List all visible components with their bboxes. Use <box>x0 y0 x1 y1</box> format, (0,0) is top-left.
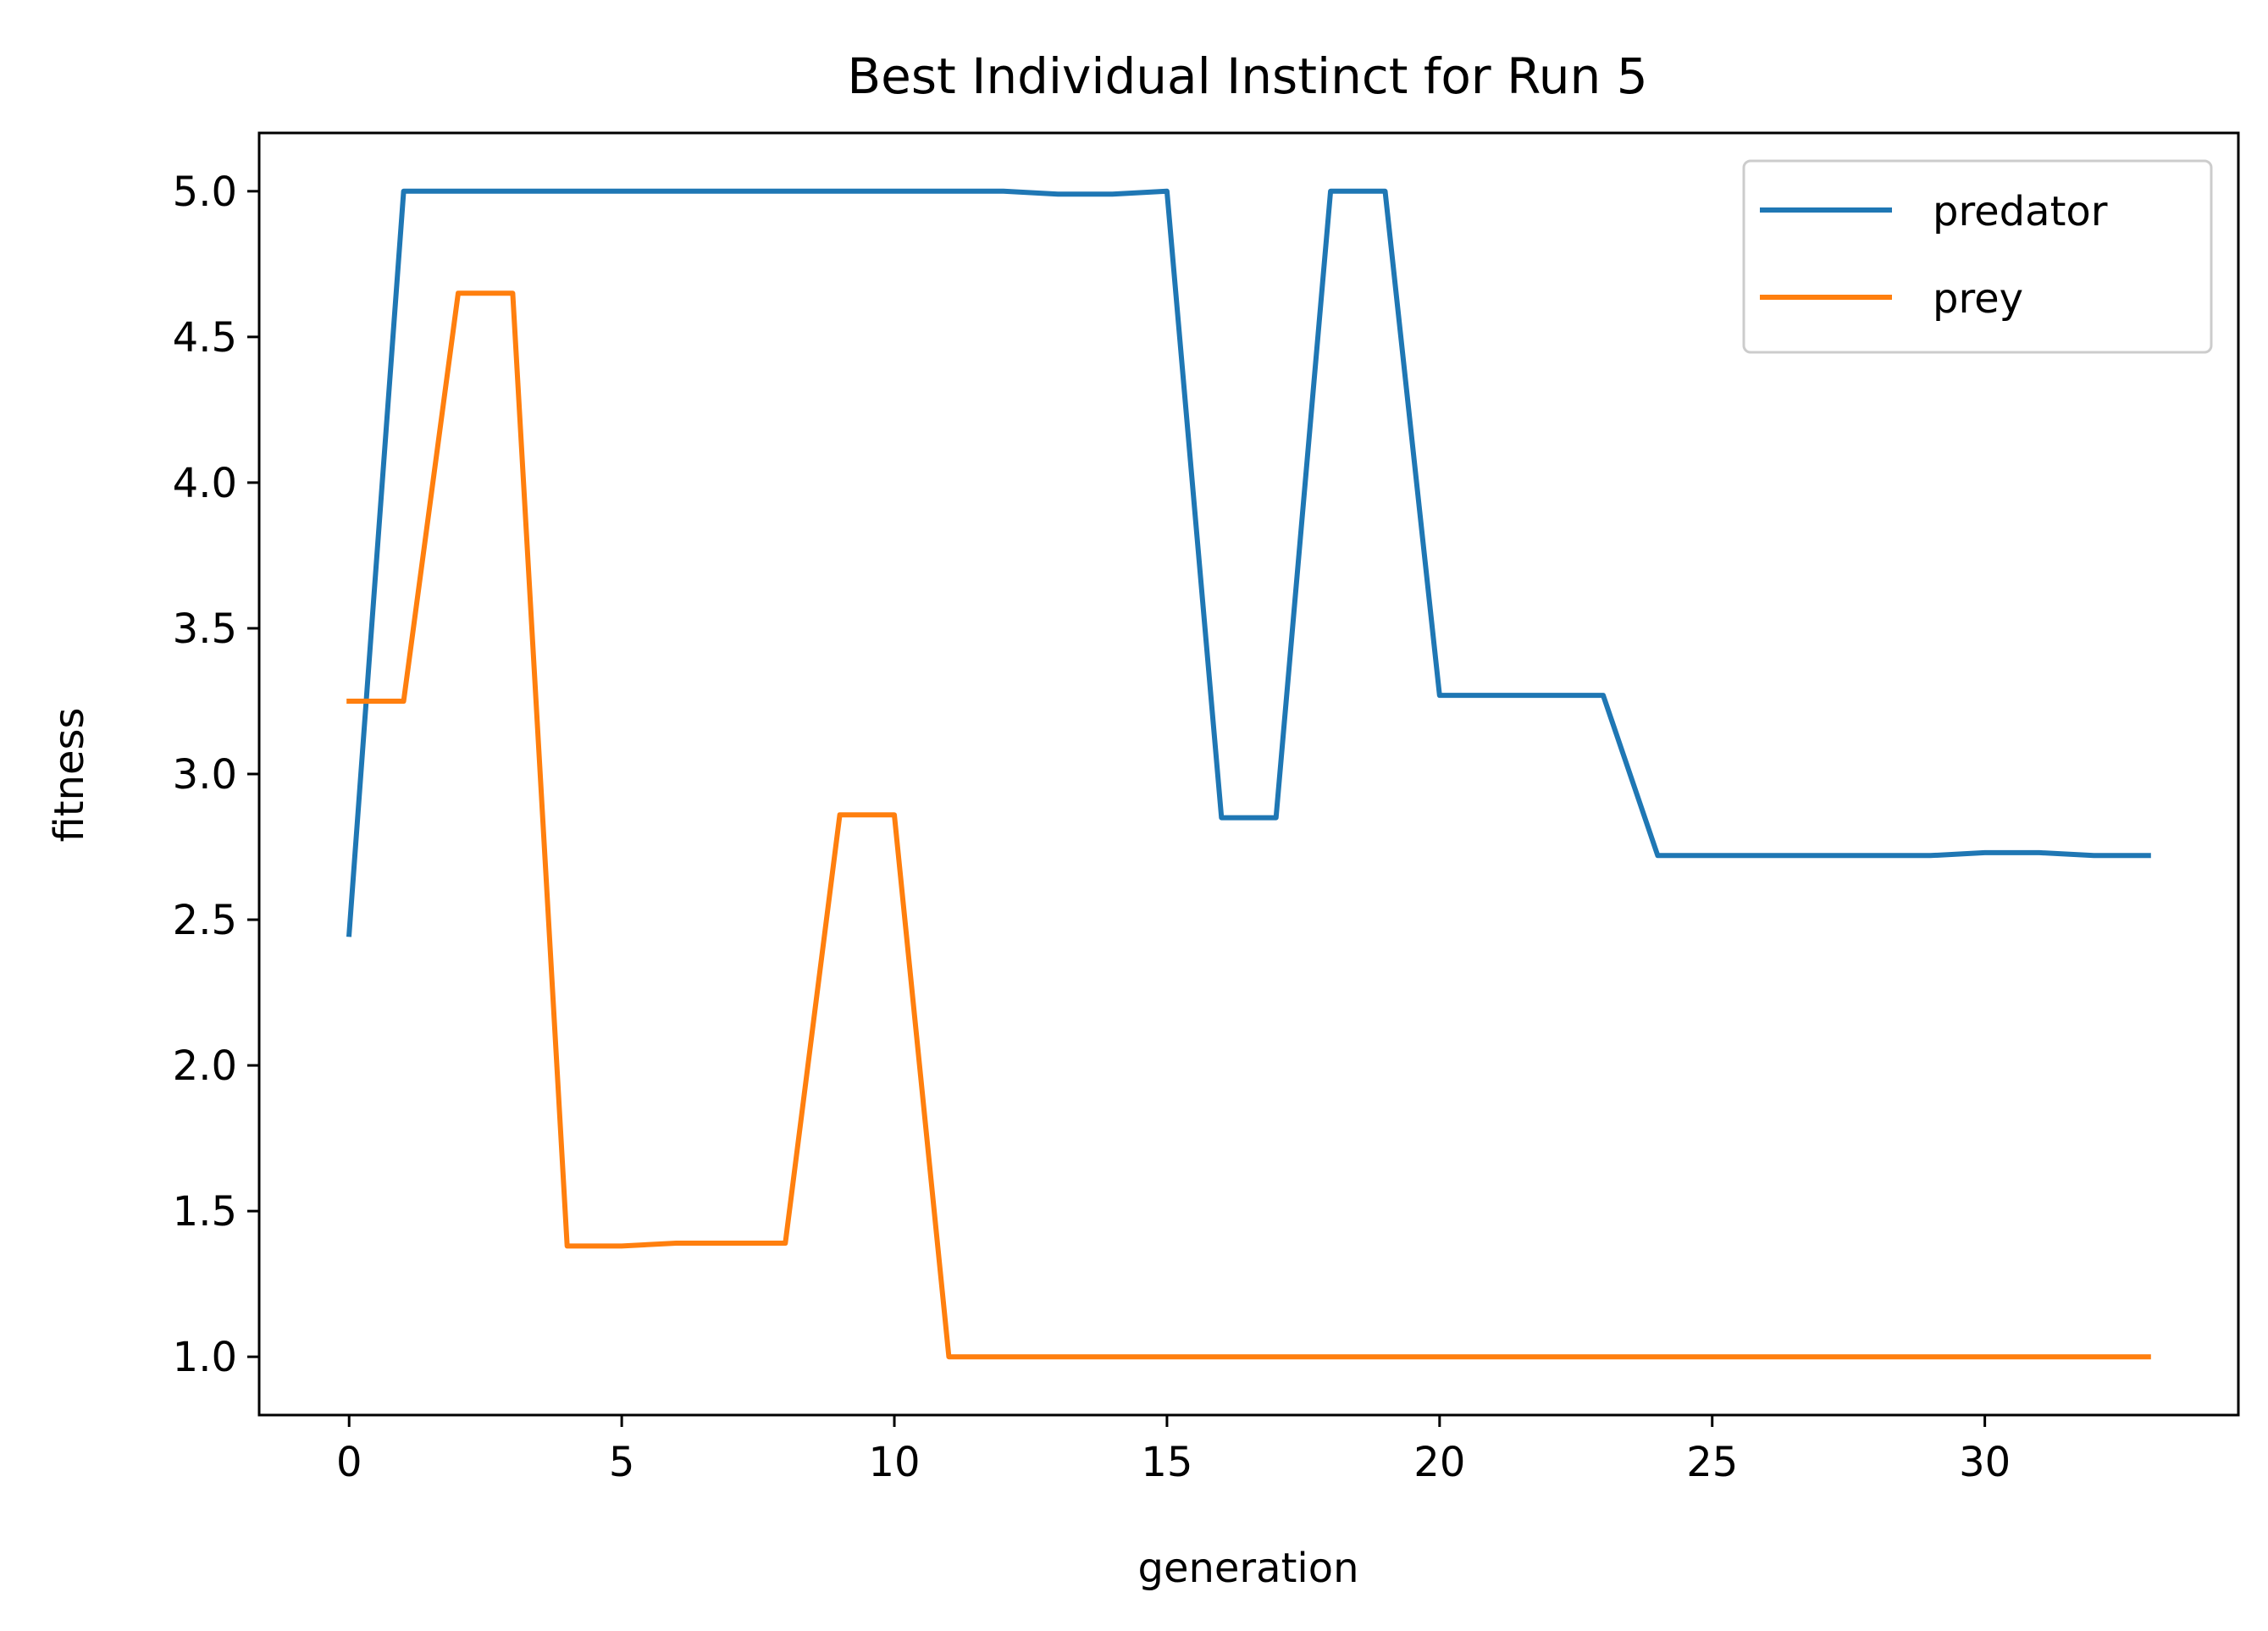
y-axis-label: fitness <box>46 707 93 842</box>
x-tick-label: 30 <box>1959 1439 2011 1486</box>
chart-title: Best Individual Instinct for Run 5 <box>847 47 1647 105</box>
x-tick-label: 0 <box>336 1439 362 1486</box>
y-tick-label: 4.0 <box>173 460 237 507</box>
series-line-predator <box>346 188 2151 937</box>
y-tick-label: 1.0 <box>173 1334 237 1381</box>
series-line-prey <box>346 290 2151 1360</box>
legend: predator prey <box>1742 159 2213 354</box>
x-tick-label: 10 <box>868 1439 920 1486</box>
y-tick-label: 2.5 <box>173 897 237 944</box>
y-tick-label: 3.5 <box>173 605 237 653</box>
y-tick-label: 2.0 <box>173 1042 237 1090</box>
y-tick-label: 4.5 <box>173 314 237 362</box>
y-tick-label: 1.5 <box>173 1188 237 1236</box>
y-axis: 1.0 1.5 2.0 2.5 3.0 3.5 4.0 4.5 5.0 <box>173 169 259 1381</box>
y-tick-label: 5.0 <box>173 169 237 216</box>
y-tick-label: 3.0 <box>173 751 237 799</box>
legend-label-prey: prey <box>1933 275 2023 323</box>
series-layer <box>346 188 2151 1360</box>
x-tick-label: 15 <box>1141 1439 1192 1486</box>
x-axis-label: generation <box>1137 1545 1358 1592</box>
x-axis: 0 5 10 15 20 25 30 <box>336 1415 2011 1486</box>
legend-label-predator: predator <box>1933 188 2108 235</box>
x-tick-label: 25 <box>1686 1439 1738 1486</box>
x-tick-label: 5 <box>609 1439 635 1486</box>
x-tick-label: 20 <box>1413 1439 1465 1486</box>
